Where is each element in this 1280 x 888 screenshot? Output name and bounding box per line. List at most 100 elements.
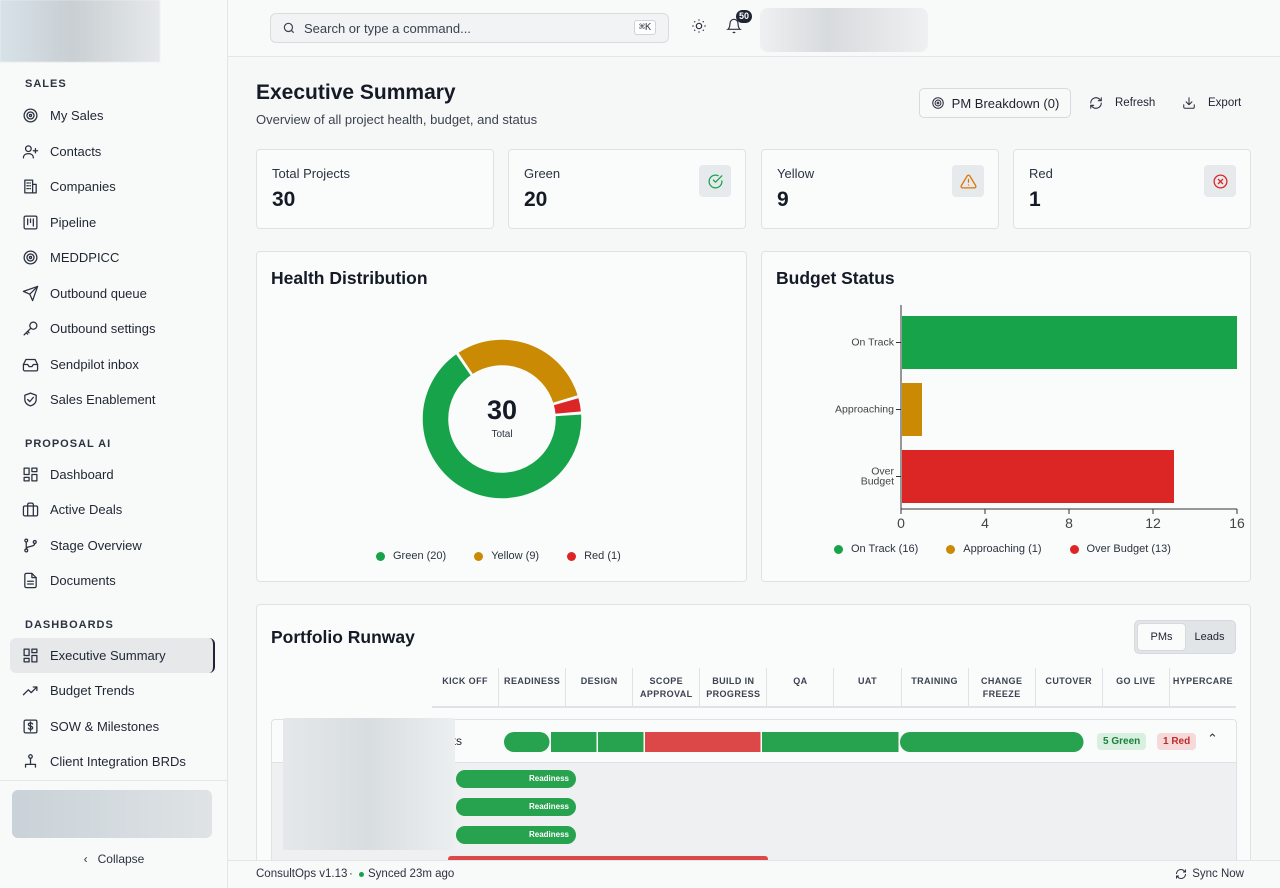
- sidebar-item-budget-trends[interactable]: Budget Trends: [0, 673, 227, 709]
- legend-item-on-track[interactable]: On Track (16): [834, 543, 918, 555]
- stat-icon-box: [1204, 165, 1236, 197]
- stat-card-green: Green 20: [508, 149, 746, 229]
- group-segment-green: [551, 732, 597, 752]
- donut-center-label: Total: [491, 429, 513, 440]
- x-circle-icon: [1212, 173, 1228, 189]
- red-count-pill: 1 Red: [1157, 733, 1197, 750]
- budget-status-card: Budget Status On Track Approaching Over Bud…: [761, 251, 1251, 582]
- target-icon: [23, 250, 38, 265]
- sidebar-item-outbound-queue[interactable]: Outbound queue: [0, 276, 227, 312]
- bar-on-track[interactable]: [902, 316, 1237, 369]
- target-icon: [931, 97, 944, 109]
- sidebar-section-proposal-ai: PROPOSAL AI: [25, 437, 112, 450]
- pm-breakdown-button[interactable]: PM Breakdown (0): [919, 88, 1071, 118]
- sub-row-bar[interactable]: Readiness: [456, 826, 576, 844]
- search-input[interactable]: Search or type a command... ⌘K: [270, 13, 669, 43]
- sub-row-bar[interactable]: Readiness: [456, 798, 576, 816]
- stat-value: 30: [272, 188, 296, 211]
- app-logo[interactable]: [0, 0, 160, 62]
- budget-legend: On Track (16) Approaching (1) Over Budge…: [834, 543, 1199, 555]
- sidebar-section-sales: SALES: [25, 78, 67, 90]
- sidebar-item-client-integration-brds[interactable]: Client Integration BRDs: [0, 744, 227, 780]
- sidebar-item-executive-summary[interactable]: Executive Summary: [10, 637, 215, 673]
- legend-item-over-budget[interactable]: Over Budget (13): [1069, 543, 1171, 555]
- collapse-label: Collapse: [97, 852, 145, 866]
- runway-view-toggle[interactable]: PMs Leads: [1134, 620, 1236, 654]
- stage-header-change-freeze: CHANGE FREEZE: [969, 668, 1036, 706]
- y-tick-label: On Track: [851, 337, 894, 349]
- sidebar-item-dashboard[interactable]: Dashboard: [0, 457, 227, 493]
- stage-header-uat: UAT: [834, 668, 902, 706]
- legend-item-yellow[interactable]: Yellow (9): [474, 550, 539, 562]
- sidebar-section-dashboards: DASHBOARDS: [25, 618, 114, 631]
- download-icon: [1183, 97, 1195, 109]
- sidebar-item-sow-milestones[interactable]: SOW & Milestones: [0, 709, 227, 745]
- group-segment-green: [900, 732, 1084, 752]
- stat-card-red: Red 1: [1013, 149, 1251, 229]
- refresh-button[interactable]: Refresh: [1089, 88, 1155, 118]
- sidebar-item-stage-overview[interactable]: Stage Overview: [0, 528, 227, 564]
- sidebar-item-documents[interactable]: Documents: [0, 563, 227, 599]
- legend-item-red[interactable]: Red (1): [567, 550, 621, 562]
- donut-slice-red[interactable]: [552, 396, 583, 416]
- sidebar-item-label: Companies: [50, 179, 116, 195]
- y-tick-label: Over: [871, 466, 894, 478]
- sync-status: Synced 23m ago: [359, 868, 454, 880]
- sidebar: SALES My Sales Contacts Companies Pipeli…: [0, 0, 228, 888]
- user-profile[interactable]: [12, 790, 212, 838]
- sidebar-item-label: Documents: [50, 573, 116, 589]
- refresh-label: Refresh: [1115, 97, 1156, 109]
- sidebar-nav[interactable]: SALES My Sales Contacts Companies Pipeli…: [0, 62, 227, 780]
- toggle-leads[interactable]: Leads: [1194, 631, 1225, 643]
- theme-toggle-button[interactable]: [691, 18, 709, 36]
- sidebar-divider: [0, 780, 228, 781]
- sidebar-item-label: MEDDPICC: [50, 250, 120, 266]
- sidebar-item-contacts[interactable]: Contacts: [0, 134, 227, 170]
- stage-header-hypercare: HYPERCARE: [1172, 676, 1233, 686]
- legend-item-approaching[interactable]: Approaching (1): [946, 543, 1042, 555]
- sidebar-item-sendpilot-inbox[interactable]: Sendpilot inbox: [0, 347, 227, 383]
- search-placeholder: Search or type a command...: [304, 20, 471, 36]
- legend-swatch: [834, 544, 843, 554]
- donut-slice-yellow[interactable]: [456, 338, 580, 405]
- stat-card-total: Total Projects 30: [256, 149, 494, 229]
- sidebar-item-sales-enablement[interactable]: Sales Enablement: [0, 382, 227, 418]
- donut-slice-green[interactable]: [421, 352, 583, 500]
- kanban-icon: [23, 215, 38, 230]
- stat-label: Green: [524, 166, 561, 181]
- sidebar-item-pipeline[interactable]: Pipeline: [0, 205, 227, 241]
- legend-swatch: [376, 551, 385, 561]
- sidebar-item-outbound-settings[interactable]: Outbound settings: [0, 311, 227, 347]
- group-segment-green: [598, 732, 644, 752]
- stat-icon-box: [699, 165, 731, 197]
- inbox-icon: [22, 358, 39, 372]
- grid-icon: [23, 467, 38, 482]
- sync-now-button[interactable]: Sync Now: [1175, 868, 1244, 880]
- sidebar-item-active-deals[interactable]: Active Deals: [0, 492, 227, 528]
- stat-label: Yellow: [777, 166, 815, 181]
- export-button[interactable]: Export: [1182, 88, 1241, 118]
- notifications-button[interactable]: 50: [726, 10, 753, 36]
- bar-approaching[interactable]: [902, 383, 922, 436]
- sidebar-item-companies[interactable]: Companies: [0, 169, 227, 205]
- user-menu[interactable]: [760, 8, 928, 52]
- stat-icon-box: [952, 165, 984, 197]
- chevron-up-icon[interactable]: ⌃: [1207, 731, 1218, 746]
- send-icon: [22, 285, 39, 301]
- legend-label: Yellow (9): [491, 550, 540, 562]
- health-legend: Green (20) Yellow (9) Red (1): [376, 550, 649, 562]
- legend-item-green[interactable]: Green (20): [376, 550, 446, 562]
- collapse-button[interactable]: ‹ Collapse: [0, 848, 228, 870]
- sidebar-item-my-sales[interactable]: My Sales: [0, 98, 227, 134]
- bar-over-budget[interactable]: [902, 450, 1174, 503]
- stage-header-design: DESIGN: [566, 668, 634, 706]
- flow-icon: [24, 754, 37, 769]
- toggle-pms[interactable]: PMs: [1137, 623, 1186, 651]
- sub-row-bar[interactable]: Readiness: [456, 770, 576, 788]
- sidebar-item-meddpicc[interactable]: MEDDPICC: [0, 240, 227, 276]
- legend-label: Red (1): [584, 550, 621, 562]
- briefcase-icon: [22, 502, 39, 517]
- sidebar-item-label: SOW & Milestones: [50, 718, 160, 734]
- group-progress-track: [504, 732, 1084, 752]
- stat-value: 9: [777, 188, 789, 211]
